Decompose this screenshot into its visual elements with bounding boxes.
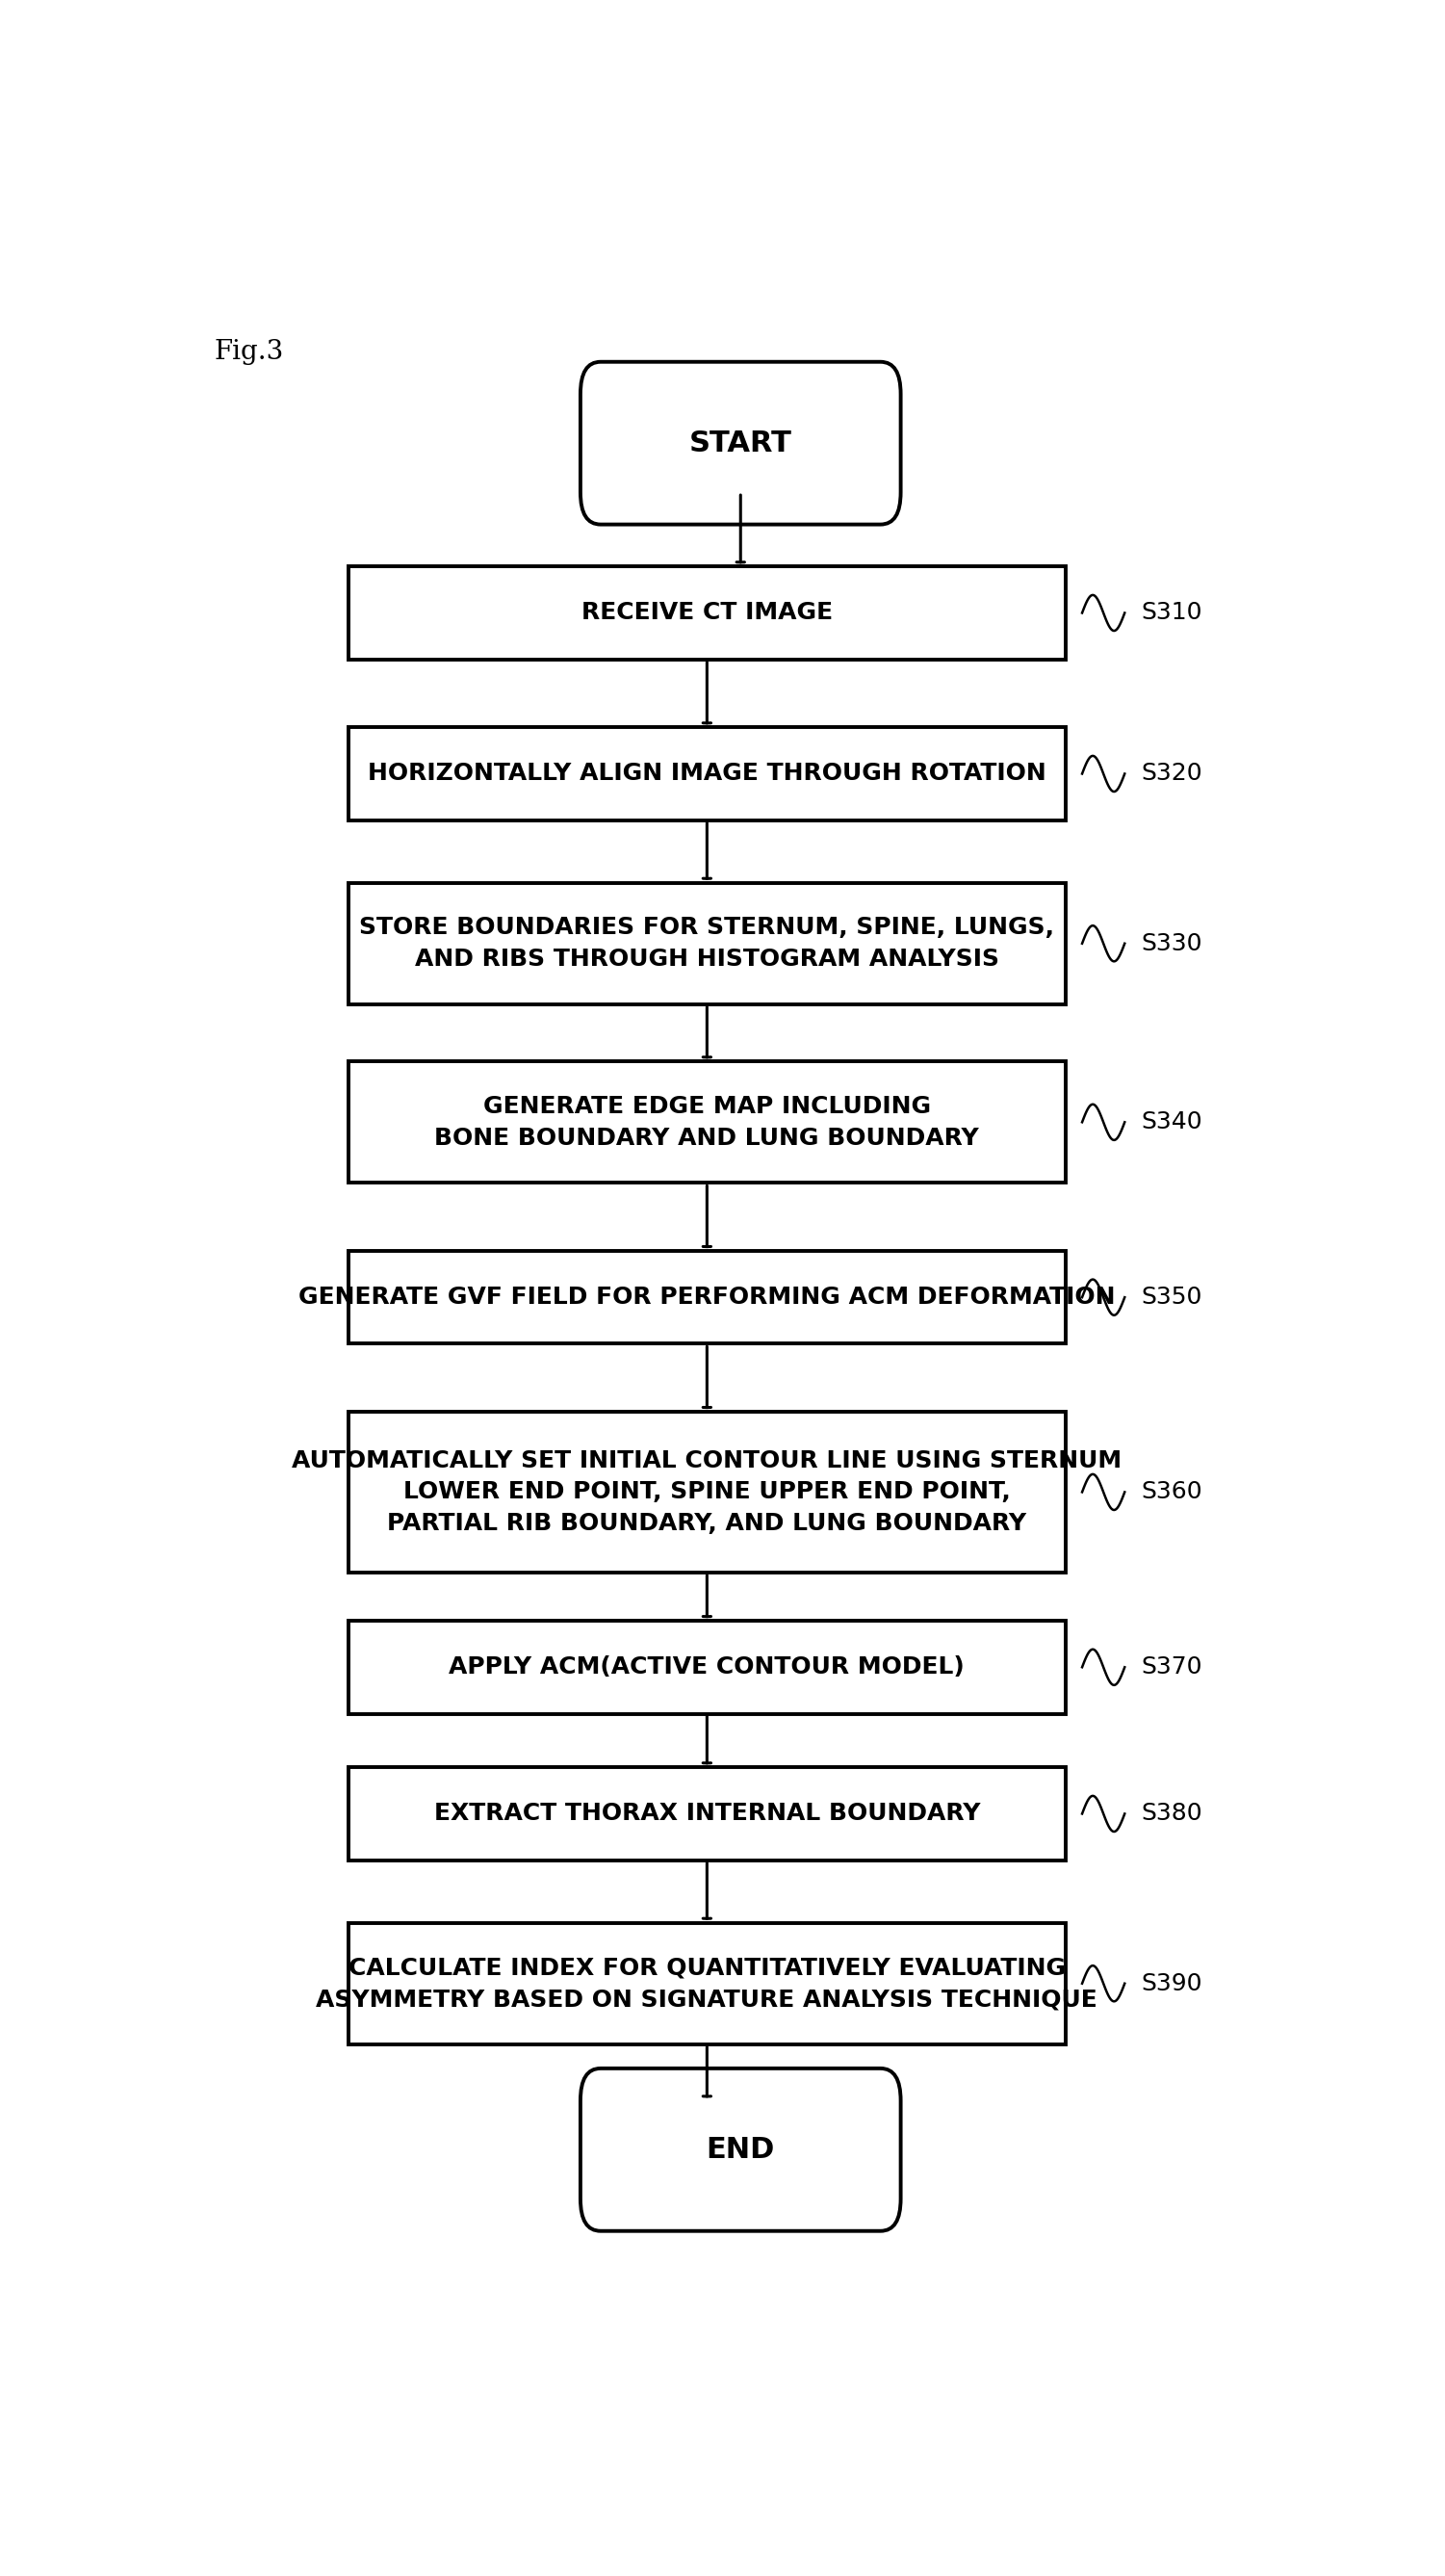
Text: Fig.3: Fig.3 <box>214 340 283 366</box>
Text: S330: S330 <box>1142 933 1202 956</box>
FancyBboxPatch shape <box>581 361 900 526</box>
Bar <box>348 884 1065 1005</box>
Bar <box>348 726 1065 819</box>
Bar <box>348 1767 1065 1860</box>
FancyBboxPatch shape <box>581 2069 900 2231</box>
Bar <box>348 1412 1065 1571</box>
Text: S380: S380 <box>1142 1803 1202 1826</box>
Text: RECEIVE CT IMAGE: RECEIVE CT IMAGE <box>581 600 832 623</box>
Bar <box>348 1061 1065 1182</box>
Text: CALCULATE INDEX FOR QUANTITATIVELY EVALUATING
ASYMMETRY BASED ON SIGNATURE ANALY: CALCULATE INDEX FOR QUANTITATIVELY EVALU… <box>316 1955 1098 2012</box>
Text: S320: S320 <box>1142 762 1202 786</box>
Text: HORIZONTALLY ALIGN IMAGE THROUGH ROTATION: HORIZONTALLY ALIGN IMAGE THROUGH ROTATIO… <box>367 762 1046 786</box>
Text: GENERATE EDGE MAP INCLUDING
BONE BOUNDARY AND LUNG BOUNDARY: GENERATE EDGE MAP INCLUDING BONE BOUNDAR… <box>435 1095 980 1149</box>
Text: S350: S350 <box>1142 1285 1202 1309</box>
Bar <box>348 1620 1065 1713</box>
Text: START: START <box>689 430 792 456</box>
Text: STORE BOUNDARIES FOR STERNUM, SPINE, LUNGS,
AND RIBS THROUGH HISTOGRAM ANALYSIS: STORE BOUNDARIES FOR STERNUM, SPINE, LUN… <box>360 917 1055 971</box>
Text: S390: S390 <box>1142 1973 1202 1994</box>
Text: S360: S360 <box>1142 1481 1202 1504</box>
Bar <box>348 1252 1065 1345</box>
Text: END: END <box>707 2136 775 2164</box>
Text: GENERATE GVF FIELD FOR PERFORMING ACM DEFORMATION: GENERATE GVF FIELD FOR PERFORMING ACM DE… <box>299 1285 1116 1309</box>
Text: S340: S340 <box>1142 1110 1202 1133</box>
Text: APPLY ACM(ACTIVE CONTOUR MODEL): APPLY ACM(ACTIVE CONTOUR MODEL) <box>449 1656 965 1680</box>
Text: EXTRACT THORAX INTERNAL BOUNDARY: EXTRACT THORAX INTERNAL BOUNDARY <box>434 1803 980 1826</box>
Bar <box>348 1922 1065 2045</box>
Text: AUTOMATICALLY SET INITIAL CONTOUR LINE USING STERNUM
LOWER END POINT, SPINE UPPE: AUTOMATICALLY SET INITIAL CONTOUR LINE U… <box>292 1450 1121 1535</box>
Bar <box>348 567 1065 659</box>
Text: S370: S370 <box>1142 1656 1202 1680</box>
Text: S310: S310 <box>1142 600 1202 623</box>
